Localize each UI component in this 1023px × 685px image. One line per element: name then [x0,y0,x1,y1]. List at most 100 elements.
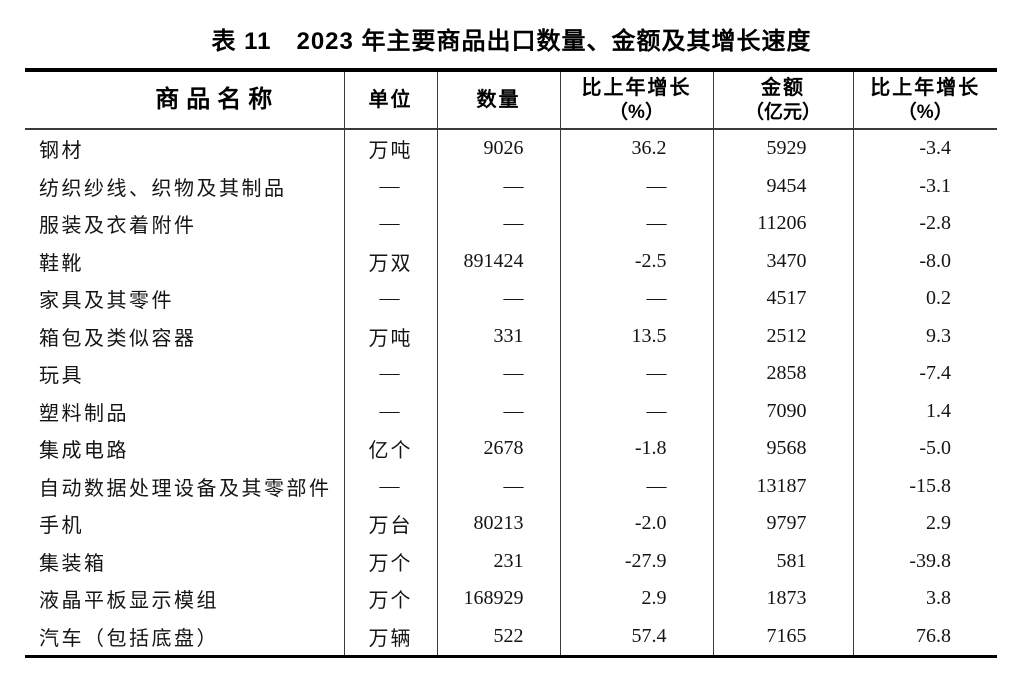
cell-quantity: — [437,280,561,318]
cell-product-name: 服装及衣着附件 [25,205,345,243]
table-row: 塑料制品 — — —7090 1.4 [25,392,997,430]
cell-amount-growth: -3.1 [919,174,951,197]
cell-unit: 万吨 [344,317,438,355]
table-row: 鞋靴 万双 891424 -2.5 3470 -8.0 [25,242,997,280]
cell-quantity: — [437,167,561,205]
table-header: 商品名称 单位 数量 比上年增长 （%） 金额 （亿元） 比上年增长 [25,70,997,130]
cell-amount-growth: -7.4 [919,362,951,385]
cell-amount-growth: 3.8 [926,587,951,610]
col-header-quantity: 数量 [437,70,561,130]
cell-amount: 2858 [713,355,854,393]
col-header-label: 比上年增长 [870,77,981,99]
cell-product-name: 自动数据处理设备及其零部件 [25,467,345,505]
cell-product-name: 手机 [25,505,345,543]
table-row: 玩具 — — —2858 -7.4 [25,355,997,393]
cell-amount: 5929 [713,129,854,168]
cell-product-name: 钢材 [25,129,345,168]
cell-unit: 万台 [344,505,438,543]
cell-amount-growth: 1.4 [926,399,951,422]
cell-product-name: 集装箱 [25,542,345,580]
cell-amount: 9454 [713,167,854,205]
cell-product-name: 液晶平板显示模组 [25,580,345,618]
cell-unit: — [344,392,438,430]
cell-quantity-growth: 13.5 [560,317,714,355]
cell-amount: 2512 [713,317,854,355]
cell-quantity-growth: -2.0 [560,505,714,543]
cell-quantity-growth: — [560,392,714,430]
table-row: 钢材 万吨 9026 36.2 5929 -3.4 [25,129,997,168]
cell-amount: 7165 [713,617,854,657]
cell-product-name: 鞋靴 [25,242,345,280]
table-row: 自动数据处理设备及其零部件 — — —13187 -15.8 [25,467,997,505]
cell-amount-growth: -5.0 [919,437,951,460]
cell-quantity-growth: — [560,280,714,318]
col-header-sublabel: （%） [609,102,664,123]
cell-unit: 万个 [344,580,438,618]
cell-quantity-growth: -2.5 [560,242,714,280]
col-header-sublabel: （亿元） [744,102,821,123]
cell-quantity: 891424 [437,242,561,280]
col-header-label: 比上年增长 [581,77,692,99]
col-header-label: 金额 [761,77,805,99]
cell-unit: 万个 [344,542,438,580]
cell-product-name: 家具及其零件 [25,280,345,318]
cell-quantity-growth: — [560,167,714,205]
cell-quantity: 2678 [437,430,561,468]
table-row: 集装箱 万个 231 -27.9 581 -39.8 [25,542,997,580]
cell-unit: 亿个 [344,430,438,468]
cell-quantity-growth: — [560,205,714,243]
cell-unit: 万吨 [344,129,438,168]
cell-quantity-growth: 36.2 [560,129,714,168]
table-body: 钢材 万吨 9026 36.2 5929 -3.4 纺织纱线、织物及其制品 — — —9454 -3… [25,129,997,657]
cell-unit: — [344,280,438,318]
table-row: 集成电路 亿个 2678 -1.8 9568 -5.0 [25,430,997,468]
cell-quantity: 80213 [437,505,561,543]
cell-quantity-growth: — [560,355,714,393]
col-header-label: 商品名称 [155,86,280,113]
cell-quantity: — [437,205,561,243]
cell-quantity-growth: -1.8 [560,430,714,468]
cell-quantity: — [437,355,561,393]
table-row: 液晶平板显示模组 万个 168929 2.9 1873 3.8 [25,580,997,618]
col-header-sublabel: （%） [897,102,953,123]
col-header-label: 单位 [368,89,413,111]
cell-quantity-growth: 2.9 [560,580,714,618]
col-header-label: 数量 [476,89,521,111]
table-row: 服装及衣着附件 — — —11206 -2.8 [25,205,997,243]
cell-amount-growth: -2.8 [919,212,951,235]
cell-amount: 11206 [713,205,854,243]
cell-unit: 万双 [344,242,438,280]
table-title: 表 11 2023 年主要商品出口数量、金额及其增长速度 [211,28,812,55]
header-row: 商品名称 单位 数量 比上年增长 （%） 金额 （亿元） 比上年增长 [25,70,997,130]
cell-amount-growth: 0.2 [926,287,951,310]
cell-quantity: — [437,467,561,505]
table-row: 汽车（包括底盘） 万辆 522 57.4 7165 76.8 [25,617,997,657]
cell-amount: 13187 [713,467,854,505]
cell-quantity: 522 [437,617,561,657]
cell-quantity-growth: 57.4 [560,617,714,657]
col-header-unit: 单位 [344,70,438,130]
cell-amount: 9568 [713,430,854,468]
cell-product-name: 纺织纱线、织物及其制品 [25,167,345,205]
cell-amount: 7090 [713,392,854,430]
cell-unit: — [344,355,438,393]
col-header-quantity-growth: 比上年增长 （%） [560,70,714,130]
col-header-amount-growth: 比上年增长 （%） [853,70,997,130]
cell-product-name: 塑料制品 [25,392,345,430]
cell-unit: — [344,167,438,205]
cell-amount: 9797 [713,505,854,543]
cell-quantity-growth: — [560,467,714,505]
cell-quantity: 9026 [437,129,561,168]
cell-amount: 1873 [713,580,854,618]
col-header-amount: 金额 （亿元） [713,70,854,130]
document-page: 表 11 2023 年主要商品出口数量、金额及其增长速度 商品名称 单位 数量 [0,27,1023,685]
cell-amount-growth: -8.0 [919,249,951,272]
cell-amount-growth: -3.4 [919,137,951,160]
cell-quantity-growth: -27.9 [560,542,714,580]
cell-product-name: 玩具 [25,355,345,393]
cell-product-name: 箱包及类似容器 [25,317,345,355]
cell-quantity: 331 [437,317,561,355]
cell-product-name: 汽车（包括底盘） [25,617,345,657]
cell-amount: 4517 [713,280,854,318]
col-header-product-name: 商品名称 [25,70,345,130]
